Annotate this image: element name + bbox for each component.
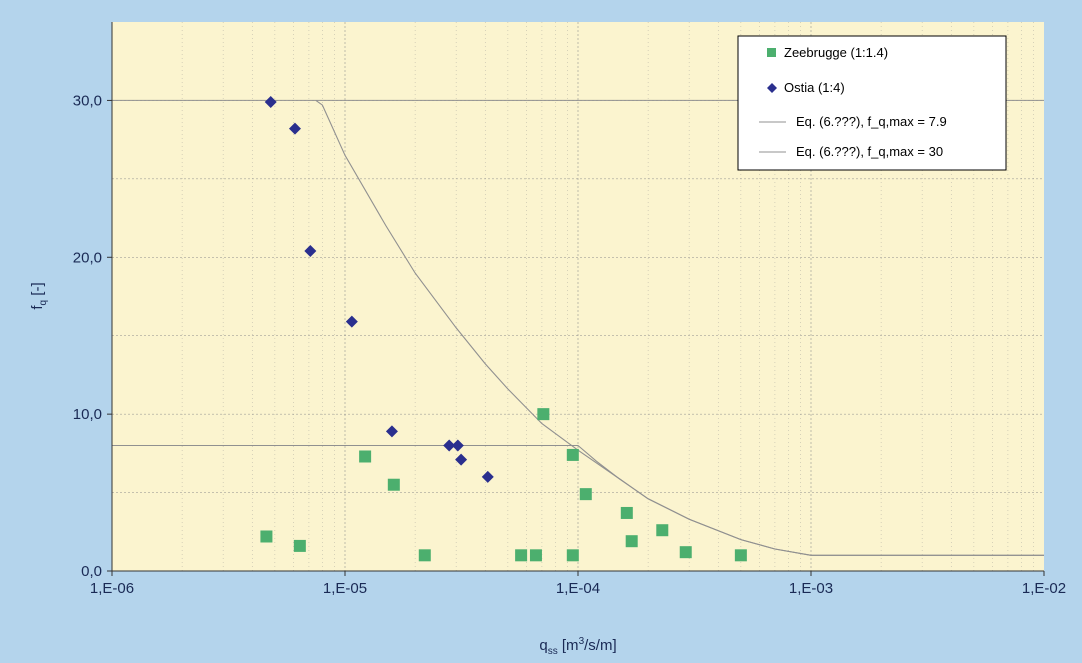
- legend-marker-ostia: [767, 83, 777, 93]
- point-zeebrugge: [293, 539, 306, 552]
- ticks: 1,E-06 1,E-05 1,E-04 1,E-03 1,E-02 0,0 10,0 20,…: [73, 92, 1066, 597]
- point-ostia: [345, 315, 358, 328]
- point-zeebrugge: [734, 549, 747, 562]
- point-ostia: [455, 453, 468, 466]
- point-ostia: [385, 425, 398, 438]
- point-ostia: [264, 95, 277, 108]
- legend-label-eq-30: Eq. (6.???), f_q,max = 30: [796, 144, 943, 159]
- point-zeebrugge: [387, 478, 400, 491]
- point-zeebrugge: [679, 546, 692, 559]
- point-ostia: [451, 439, 464, 452]
- point-ostia: [443, 439, 456, 452]
- x-axis-label: qss [m3/s/m]: [539, 636, 616, 657]
- point-zeebrugge: [418, 549, 431, 562]
- legend: Zeebrugge (1:1.4) Ostia (1:4) Eq. (6.???…: [737, 35, 1007, 171]
- x-tick-label: 1,E-03: [789, 580, 833, 597]
- point-zeebrugge: [537, 408, 550, 421]
- point-ostia: [304, 245, 317, 258]
- x-tick-label: 1,E-06: [90, 580, 134, 597]
- point-zeebrugge: [656, 524, 669, 537]
- point-zeebrugge: [620, 506, 633, 519]
- series-line-2: [315, 99, 1044, 556]
- legend-label-zeebrugge: Zeebrugge (1:1.4): [784, 45, 888, 60]
- point-ostia: [288, 122, 301, 135]
- legend-marker-zeebrugge: [767, 48, 776, 57]
- x-tick-label: 1,E-04: [556, 580, 600, 597]
- y-tick-label: 20,0: [73, 249, 102, 266]
- point-zeebrugge: [529, 549, 542, 562]
- y-tick-label: 10,0: [73, 406, 102, 423]
- point-zeebrugge: [625, 535, 638, 548]
- y-tick-label: 0,0: [81, 563, 102, 580]
- y-axis-label: fq [-]: [29, 282, 49, 309]
- legend-box: [737, 35, 1007, 171]
- point-zeebrugge: [566, 448, 579, 461]
- point-zeebrugge: [515, 549, 528, 562]
- point-zeebrugge: [359, 450, 372, 463]
- x-tick-label: 1,E-02: [1022, 580, 1066, 597]
- point-zeebrugge: [566, 549, 579, 562]
- y-tick-label: 30,0: [73, 92, 102, 109]
- markers: [260, 95, 747, 562]
- point-zeebrugge: [260, 530, 273, 543]
- x-tick-label: 1,E-05: [323, 580, 367, 597]
- legend-label-eq-79: Eq. (6.???), f_q,max = 7.9: [796, 114, 947, 129]
- point-zeebrugge: [579, 488, 592, 501]
- legend-label-ostia: Ostia (1:4): [784, 80, 845, 95]
- point-ostia: [481, 470, 494, 483]
